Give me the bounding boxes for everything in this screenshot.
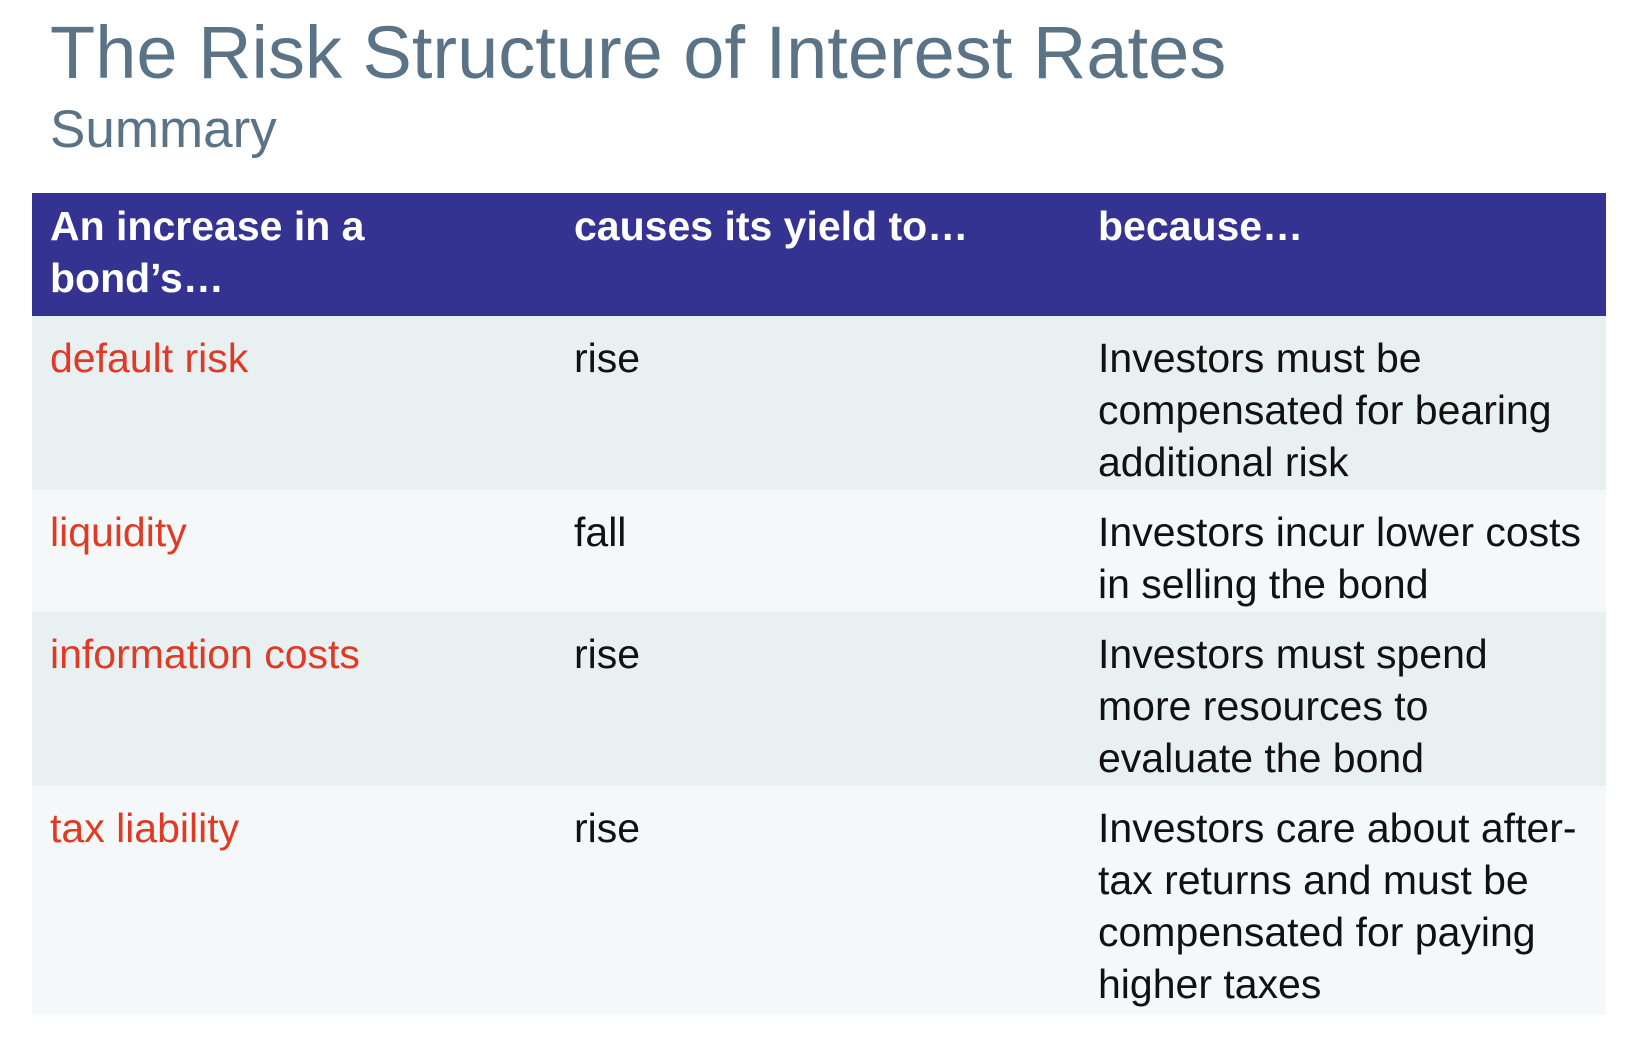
slide-title: The Risk Structure of Interest Rates [50, 11, 1227, 94]
factor-cell: liquidity [50, 509, 187, 555]
reason-cell: Investors must be compensated for bearin… [1098, 335, 1552, 485]
factor-cell: default risk [50, 335, 249, 381]
header-yield-effect: causes its yield to… [574, 203, 969, 249]
header-reason: because… [1098, 203, 1304, 249]
effect-cell: fall [574, 509, 627, 555]
factor-cell: tax liability [50, 805, 240, 851]
table-body: default risk rise Investors must be comp… [32, 316, 1606, 1015]
effect-cell: rise [574, 631, 641, 677]
reason-cell: Investors must spend more resources to e… [1098, 631, 1488, 781]
header-increase: An increase in a bond’s… [50, 203, 365, 301]
effect-cell: rise [574, 335, 641, 381]
effect-cell: rise [574, 805, 641, 851]
reason-cell: Investors incur lower costs in selling t… [1098, 509, 1582, 607]
table-row: information costs rise Investors must sp… [32, 612, 1606, 786]
table-row: default risk rise Investors must be comp… [32, 316, 1606, 490]
slide-subtitle: Summary [50, 100, 277, 159]
table-header: An increase in a bond’s… causes its yiel… [32, 193, 1606, 316]
table-row: tax liability rise Investors care about … [32, 786, 1606, 1015]
table-row: liquidity fall Investors incur lower cos… [32, 490, 1606, 612]
header-row: An increase in a bond’s… causes its yiel… [32, 193, 1606, 316]
summary-table: An increase in a bond’s… causes its yiel… [32, 193, 1606, 1015]
reason-cell: Investors care about after-tax returns a… [1098, 805, 1577, 1007]
factor-cell: information costs [50, 631, 360, 677]
